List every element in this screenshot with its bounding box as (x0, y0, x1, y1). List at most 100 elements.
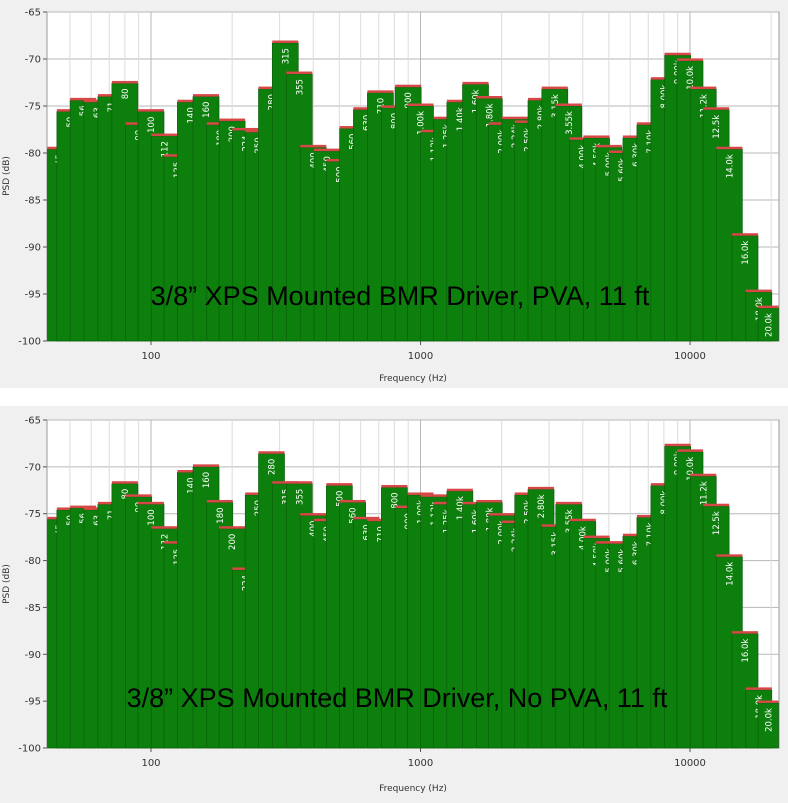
bar-peak-5.00k (595, 541, 622, 544)
bar-peak-1.60k (462, 501, 489, 505)
y-tick-label: -100 (18, 337, 41, 348)
bar-label: 2.80k (537, 494, 547, 518)
bar-label: 280 (268, 459, 278, 475)
y-tick-label: -75 (25, 102, 41, 113)
bar-peak-56 (70, 97, 97, 101)
chart-panel-no-pva: 4550566371809010011212514016018020022425… (0, 406, 788, 803)
chart-title: 3/8” XPS Mounted BMR Driver, PVA, 11 ft (151, 281, 650, 311)
bar-peak-100 (137, 109, 165, 112)
bar-peak-1.80k (476, 499, 503, 503)
bar-label: 315 (281, 48, 291, 64)
bar-peak-80 (111, 481, 138, 484)
bar-label: 11.2k (699, 481, 709, 505)
bar-label: 10.0k (686, 66, 696, 90)
bar-peak-3.55k (555, 501, 582, 505)
bar-peak-71 (97, 94, 124, 97)
bar-peak-2.00k (488, 513, 515, 516)
chart-pva: 4550566371809010011212514016018020022425… (0, 0, 788, 388)
bar-peak-2.80k (527, 486, 555, 490)
y-tick-label: -85 (25, 196, 41, 207)
x-tick-label: 10000 (674, 758, 706, 769)
bar-peak-800 (381, 484, 408, 488)
bar-peak-7.10k (636, 514, 663, 518)
bar-peak-9.00k (664, 52, 691, 56)
bar-peak-280 (258, 451, 285, 454)
bar-peak-3.15k (541, 524, 568, 527)
bar-peak-450 (314, 148, 341, 152)
y-tick-label: -65 (25, 8, 41, 19)
bar-peak-80 (111, 80, 138, 84)
y-tick-label: -70 (25, 462, 41, 473)
bar-peak-4.00k (569, 518, 596, 522)
bar-peak-400 (300, 513, 327, 516)
bar-label: 11.2k (699, 94, 709, 118)
y-tick-label: -95 (25, 290, 41, 301)
bar-label: 140 (186, 107, 196, 123)
bar-peak-6.30k (622, 533, 649, 537)
bar-peak-14.0k (716, 554, 743, 557)
y-tick-label: -75 (25, 509, 41, 520)
bar-peak-3.15k (541, 86, 568, 90)
chart-no-pva: 4550566371809010011212514016018020022425… (0, 406, 788, 803)
bar-label: 160 (202, 102, 212, 118)
bar-peak-4.50k (583, 535, 610, 539)
bar-label: 160 (202, 472, 212, 488)
bar-peak-20.0k (758, 700, 779, 704)
y-axis: -65 -70 -75 -80 -85 -90 -95 -100 (18, 8, 47, 348)
bar-peak-500 (326, 483, 353, 486)
bar-label: 180 (216, 507, 226, 523)
bar-peak-4.00k (569, 137, 596, 140)
bar-peak-10.0k (676, 58, 704, 61)
y-axis: -65 -70 -75 -80 -85 -90 -95 -100 (18, 416, 47, 755)
bar-label: 1.00k (417, 111, 427, 135)
bar-peak-5.00k (595, 144, 622, 148)
bar-label: 100 (147, 117, 157, 133)
bar-peak-900 (395, 84, 422, 88)
bar-peak-11.2k (690, 86, 717, 90)
bar-label: 10.0k (686, 457, 696, 481)
bar-peak-140 (177, 469, 204, 473)
y-axis-label: PSD (dB) (2, 564, 12, 604)
bars: 4550566371809010011212514016018020022425… (47, 40, 779, 342)
bar-label: 1.80k (485, 103, 495, 127)
bar-peak-56 (70, 505, 97, 509)
bar-peak-63 (83, 507, 110, 510)
bar-peak-355 (286, 71, 313, 75)
bar-peak-5.60k (609, 150, 636, 153)
x-tick-label: 100 (141, 351, 160, 362)
bar-label: 16.0k (741, 241, 751, 265)
bar-peak-1.12k (420, 494, 447, 497)
x-axis-label: Frequency (Hz) (379, 784, 447, 794)
bar-peak-710 (367, 90, 394, 93)
bar-label: 80 (121, 88, 131, 99)
bar-peak-160 (192, 464, 220, 467)
bar-peak-18.0k (745, 289, 772, 293)
bar-peak-112 (151, 526, 178, 529)
bar-peak-1.40k (446, 99, 473, 103)
bar-label: 80 (121, 489, 131, 500)
bar-label: 560 (349, 507, 359, 523)
bar-peak-560 (339, 499, 366, 503)
bar-label: 1.40k (456, 496, 466, 520)
bar-label: 355 (295, 489, 305, 505)
y-axis-label: PSD (dB) (2, 156, 12, 196)
x-tick-label: 1000 (408, 351, 433, 362)
y-tick-label: -85 (25, 603, 41, 614)
bar-peak-8.00k (650, 77, 677, 80)
bar-label: 1.40k (456, 107, 466, 131)
bar-label: 112 (160, 141, 170, 157)
x-tick-label: 1000 (408, 758, 433, 769)
bar-peak-11.2k (690, 473, 717, 477)
bar-peak-90 (125, 494, 152, 497)
bar-peak-355 (286, 481, 313, 484)
bar-label: 12.5k (712, 115, 722, 139)
bar-label: 500 (335, 491, 345, 507)
bar-label: 3.55k (565, 111, 575, 135)
bar-peak-10.0k (676, 449, 704, 452)
bar-label: 20.0k (764, 313, 774, 337)
bar-peak-12.5k (703, 107, 730, 110)
y-tick-label: -95 (25, 697, 41, 708)
chart-title: 3/8” XPS Mounted BMR Driver, No PVA, 11 … (127, 683, 668, 713)
bar-peak-9.00k (664, 443, 691, 447)
bar-peak-20.0k (758, 305, 779, 309)
